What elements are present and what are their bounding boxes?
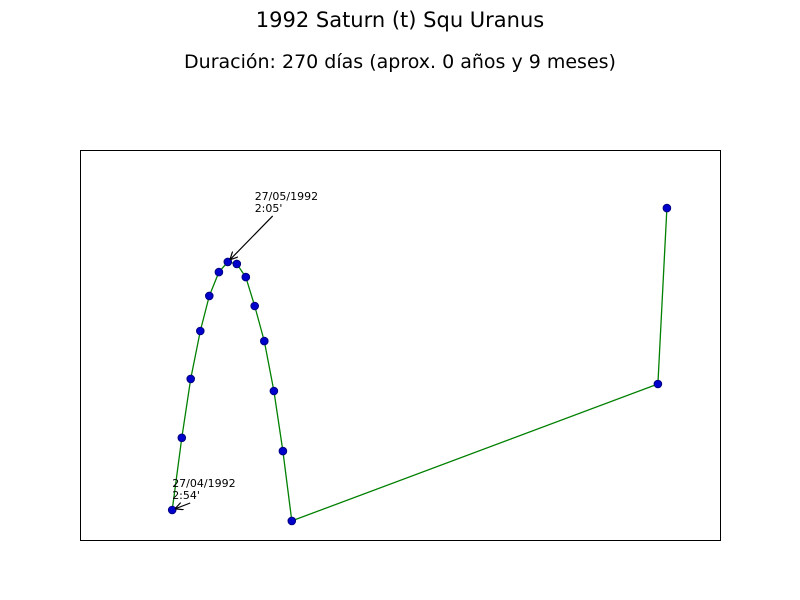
chart-subtitle: Duración: 270 días (aprox. 0 años y 9 me…	[184, 51, 616, 73]
series-line	[171, 208, 668, 522]
data-point-13	[287, 516, 297, 526]
data-point-7	[232, 259, 242, 269]
series-layer	[167, 203, 672, 526]
data-point-15	[662, 203, 672, 213]
data-point-5	[214, 267, 224, 277]
chart-title: 1992 Saturn (t) Squ Uranus	[255, 8, 545, 32]
annotation-time-1: 2:05'	[255, 202, 283, 215]
data-point-12	[278, 446, 288, 456]
annotation-date-0: 27/04/1992	[172, 477, 235, 490]
data-point-11	[269, 386, 279, 396]
data-point-3	[196, 326, 205, 336]
annotation-time-0: 2:54'	[172, 489, 200, 502]
data-point-4	[205, 291, 214, 301]
data-point-6	[223, 257, 233, 267]
annotation-date-1: 27/05/1992	[255, 190, 318, 203]
annotation-arrow-0	[176, 503, 191, 509]
data-point-14	[653, 379, 663, 389]
data-point-10	[260, 336, 269, 346]
data-point-9	[250, 301, 259, 311]
annotation-arrow-1	[231, 215, 274, 259]
data-point-0	[167, 505, 177, 515]
data-point-2	[186, 374, 195, 384]
plot-area-frame	[80, 150, 721, 541]
data-point-1	[177, 433, 187, 443]
data-point-8	[241, 272, 251, 282]
